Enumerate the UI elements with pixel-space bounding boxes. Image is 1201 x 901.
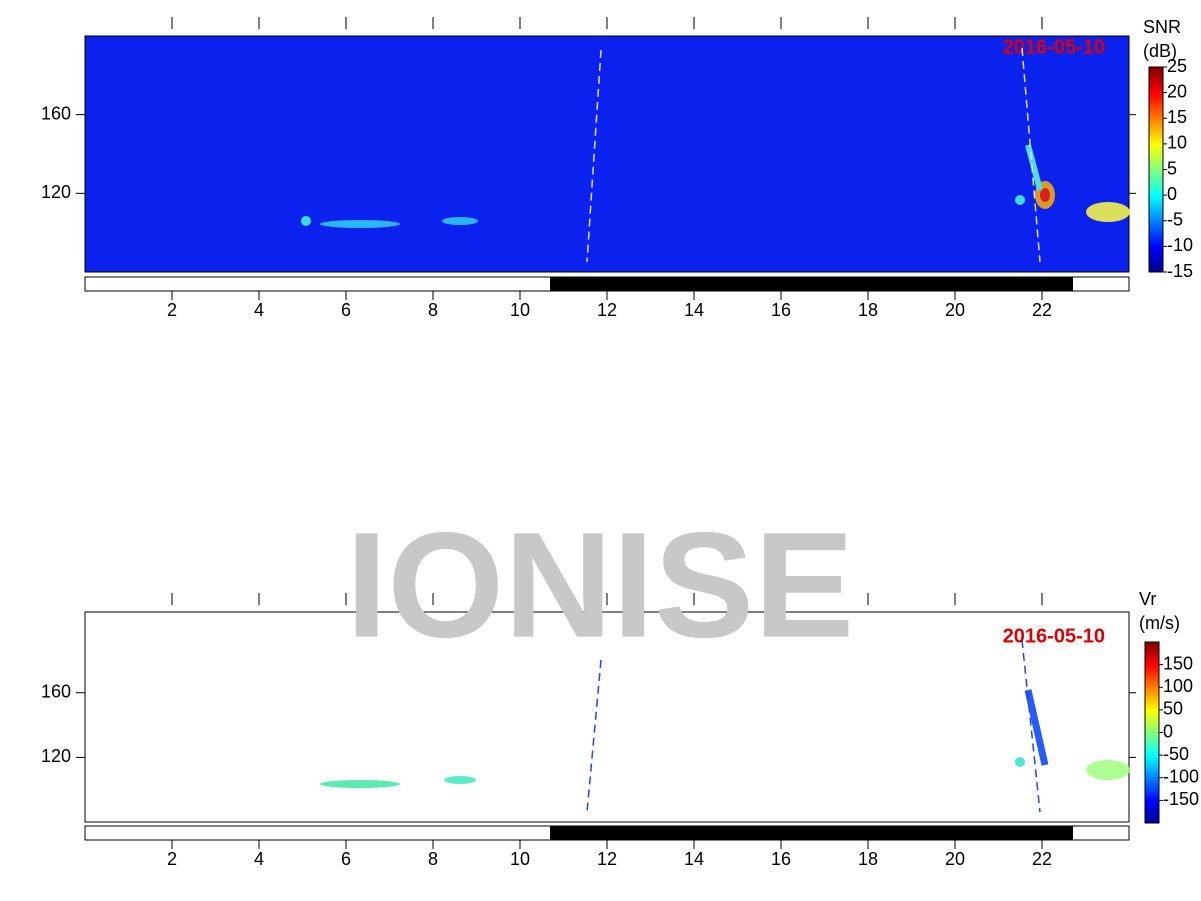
night-segment bbox=[550, 826, 1073, 840]
colorbar-tick-label: 0 bbox=[1163, 721, 1173, 741]
x-tick-label: 2 bbox=[167, 849, 177, 869]
colorbar-tick-label: 25 bbox=[1167, 56, 1187, 76]
echo-features bbox=[301, 47, 1130, 813]
x-tick-label: 22 bbox=[1032, 849, 1052, 869]
watermark: IONISE bbox=[346, 501, 854, 669]
colorbar-label: Vr bbox=[1139, 589, 1156, 609]
y-tick-label: 160 bbox=[41, 103, 71, 123]
x-tick-label: 18 bbox=[858, 849, 878, 869]
x-tick-label: 12 bbox=[597, 849, 617, 869]
date-annotation: 2016-05-10 bbox=[1003, 36, 1105, 58]
y-tick-label: 160 bbox=[41, 682, 71, 702]
x-tick-label: 8 bbox=[428, 849, 438, 869]
y-tick-label: 120 bbox=[41, 746, 71, 766]
colorbar-tick-label: 150 bbox=[1163, 653, 1193, 673]
colorbar-tick-label: 0 bbox=[1167, 184, 1177, 204]
x-tick-label: 6 bbox=[341, 849, 351, 869]
colorbar-tick-label: -5 bbox=[1167, 210, 1183, 230]
x-tick-label: 20 bbox=[945, 300, 965, 320]
y-tick-label: 120 bbox=[41, 182, 71, 202]
x-tick-label: 12 bbox=[597, 300, 617, 320]
x-tick-label: 4 bbox=[254, 849, 264, 869]
colorbar-tick-label: -10 bbox=[1167, 235, 1193, 255]
colorbar-tick-label: -15 bbox=[1167, 261, 1193, 281]
x-tick-label: 6 bbox=[341, 300, 351, 320]
colorbar bbox=[1144, 641, 1160, 824]
colorbar-label: (m/s) bbox=[1139, 613, 1180, 633]
colorbar-label: SNR bbox=[1143, 17, 1181, 37]
x-tick-label: 18 bbox=[858, 300, 878, 320]
colorbar-tick-label: 100 bbox=[1163, 676, 1193, 696]
date-annotation: 2016-05-10 bbox=[1003, 625, 1105, 647]
x-tick-label: 14 bbox=[684, 300, 704, 320]
colorbar-label: (dB) bbox=[1143, 41, 1177, 61]
colorbar-tick-label: 50 bbox=[1163, 699, 1183, 719]
night-segment bbox=[550, 277, 1073, 291]
colorbar-tick-label: 10 bbox=[1167, 133, 1187, 153]
x-tick-label: 16 bbox=[771, 300, 791, 320]
x-tick-label: 20 bbox=[945, 849, 965, 869]
x-tick-label: 16 bbox=[771, 849, 791, 869]
x-tick-label: 22 bbox=[1032, 300, 1052, 320]
colorbar-tick-label: -100 bbox=[1163, 767, 1199, 787]
colorbar-tick-label: 5 bbox=[1167, 158, 1177, 178]
colorbar-tick-label: 15 bbox=[1167, 107, 1187, 127]
x-tick-label: 10 bbox=[510, 300, 530, 320]
colorbar bbox=[1148, 66, 1164, 273]
x-tick-label: 8 bbox=[428, 300, 438, 320]
colorbar-tick-label: -50 bbox=[1163, 744, 1189, 764]
plot-area bbox=[84, 611, 1130, 823]
x-tick-label: 4 bbox=[254, 300, 264, 320]
plot-area bbox=[84, 35, 1130, 273]
x-tick-label: 14 bbox=[684, 849, 704, 869]
charts: 2 4 6 8 10 12 14 16 18 20 221201602016-05-10SNR(dB… bbox=[41, 17, 1199, 869]
x-tick-label: 10 bbox=[510, 849, 530, 869]
colorbar-tick-label: 20 bbox=[1167, 81, 1187, 101]
x-tick-label: 2 bbox=[167, 300, 177, 320]
colorbar-tick-label: -150 bbox=[1163, 789, 1199, 809]
